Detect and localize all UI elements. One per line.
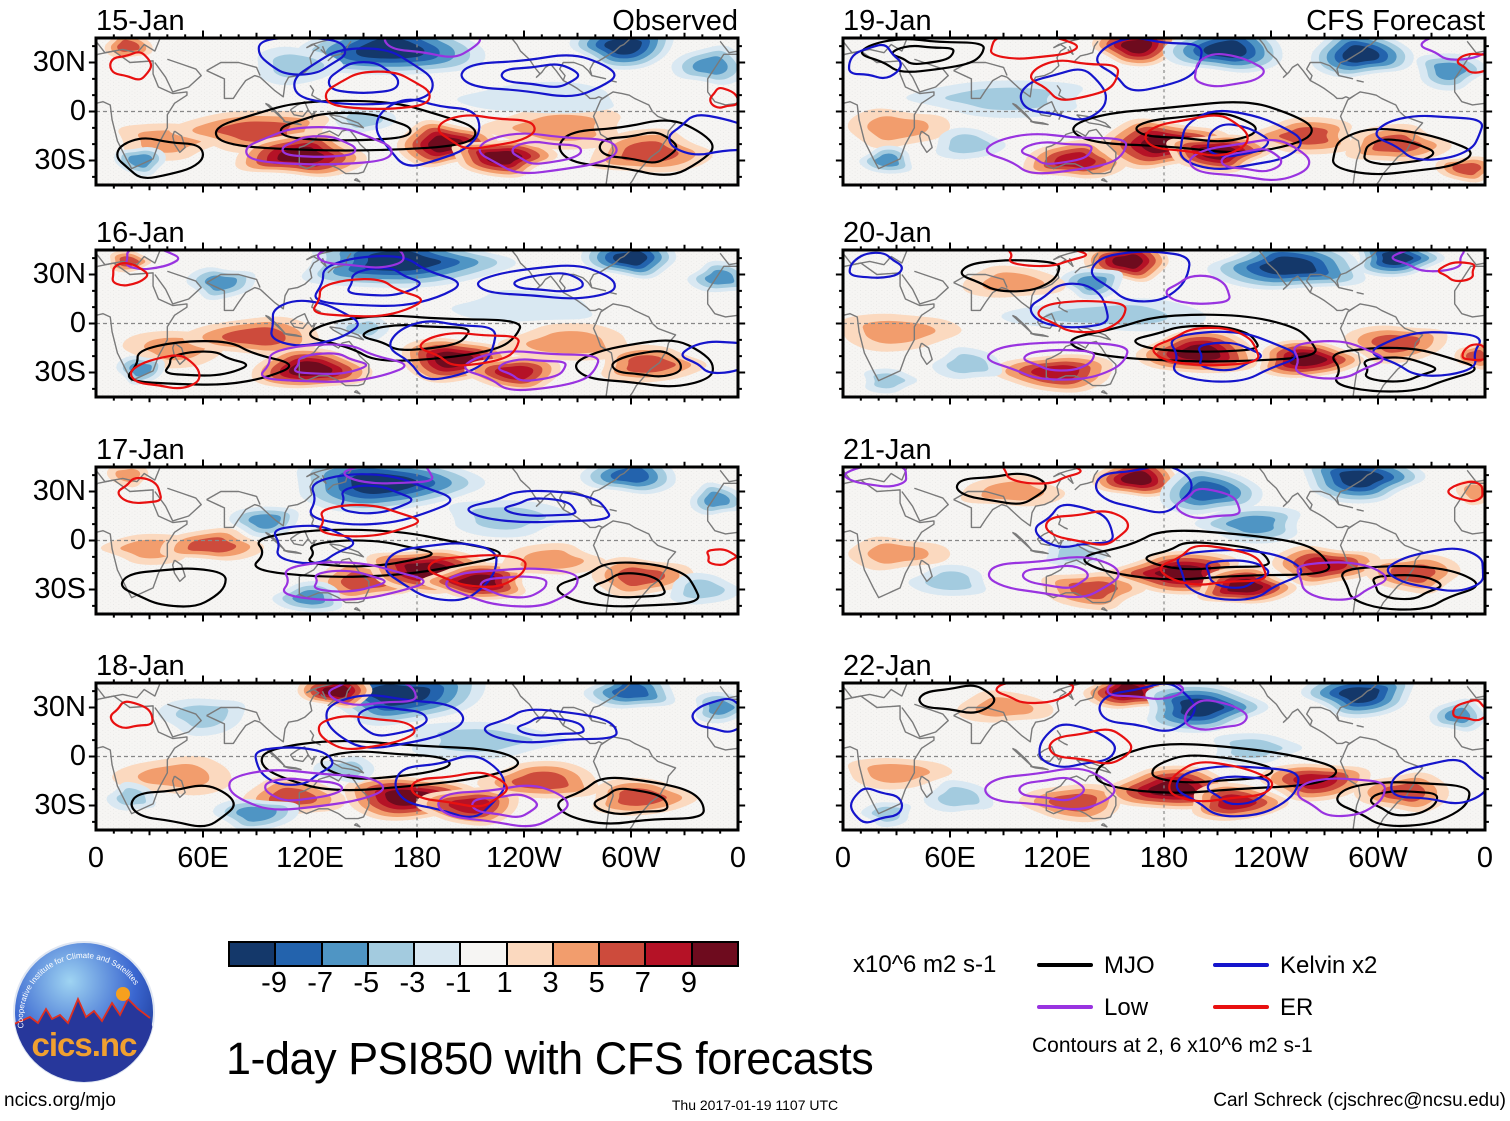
colorbar-cell — [600, 943, 647, 965]
map-panel — [843, 467, 1485, 614]
panel-date-label: 17-Jan — [96, 434, 185, 466]
colorbar-tick-label: -5 — [353, 967, 380, 999]
lon-label: 0 — [729, 842, 747, 874]
panel-date-label: 18-Jan — [96, 650, 185, 682]
legend-label-low: Low — [1104, 994, 1149, 1021]
panel-date-label: 22-Jan — [843, 650, 932, 682]
map-panel — [843, 683, 1485, 830]
lat-label: 0 — [69, 95, 86, 127]
column-header-observed: Observed — [612, 5, 738, 37]
colorbar-units: x10^6 m2 s-1 — [853, 951, 997, 978]
logo-sun-icon — [116, 987, 130, 1001]
timestamp: Thu 2017-01-19 1107 UTC — [671, 1097, 839, 1113]
panel-date-label: 16-Jan — [96, 217, 185, 249]
lat-label: 30S — [34, 789, 86, 821]
colorbar-cell — [368, 943, 416, 965]
colorbar-tick-label: -7 — [307, 967, 334, 999]
colorbar-tick-label: -1 — [445, 967, 472, 999]
legend-label-mjo: MJO — [1104, 952, 1155, 979]
lon-label: 180 — [392, 842, 442, 874]
colorbar-cell — [646, 943, 693, 965]
lon-label: 60E — [177, 842, 229, 874]
colorbar-cell — [322, 943, 369, 965]
lon-label: 120E — [1023, 842, 1091, 874]
contour-note: Contours at 2, 6 x10^6 m2 s-1 — [1032, 1034, 1313, 1057]
map-panel — [96, 683, 738, 830]
colorbar-tick-label: 9 — [680, 967, 697, 999]
colorbar-labels: -9 -7 -5 -3 -1 1 3 5 7 9 — [228, 966, 735, 1000]
colorbar-tick-label: 1 — [496, 967, 513, 999]
lon-label: 180 — [1139, 842, 1189, 874]
colorbar-tick-label: 5 — [588, 967, 605, 999]
lon-label: 120W — [486, 842, 562, 874]
lat-label: 30N — [32, 691, 86, 723]
cics-logo: Cooperative Institute for Climate and Sa… — [13, 941, 155, 1083]
lat-label: 30N — [32, 475, 86, 507]
colorbar-cell — [461, 943, 508, 965]
colorbar-cell — [276, 943, 323, 965]
panel-date-label: 15-Jan — [96, 5, 185, 37]
lat-label: 30S — [34, 144, 86, 176]
panel-date-label: 21-Jan — [843, 434, 932, 466]
lon-label: 0 — [834, 842, 852, 874]
er-line-sample — [1213, 1005, 1269, 1009]
colorbar-cell — [692, 943, 737, 965]
colorbar-tick-label: 3 — [542, 967, 559, 999]
map-panel — [96, 250, 738, 397]
lon-label: 60W — [601, 842, 661, 874]
colorbar-cell — [230, 943, 277, 965]
lat-label: 0 — [69, 307, 86, 339]
website-url: ncics.org/mjo — [4, 1090, 116, 1111]
map-panel — [96, 38, 738, 185]
mjo-line-sample — [1037, 963, 1093, 967]
legend-label-kelvin: Kelvin x2 — [1280, 952, 1378, 979]
lon-label: 120W — [1233, 842, 1309, 874]
logo-mountains — [14, 999, 154, 1082]
panel-date-label: 20-Jan — [843, 217, 932, 249]
lat-label: 30S — [34, 356, 86, 388]
figure-title: 1-day PSI850 with CFS forecasts — [226, 1033, 874, 1084]
lat-label: 30N — [32, 46, 86, 78]
low-line-sample — [1037, 1005, 1093, 1009]
legend-label-er: ER — [1280, 994, 1314, 1021]
logo-ridge-line — [14, 996, 151, 1025]
colorbar-cell — [415, 943, 462, 965]
lat-label: 30N — [32, 258, 86, 290]
lon-label: 0 — [1476, 842, 1494, 874]
colorbar-cell — [507, 943, 554, 965]
colorbar-tick-label: -3 — [399, 967, 426, 999]
colorbar-tick-label: 7 — [634, 967, 651, 999]
lon-label: 120E — [276, 842, 344, 874]
author-credit: Carl Schreck (cjschrec@ncsu.edu) — [1213, 1090, 1506, 1111]
lat-label: 30S — [34, 573, 86, 605]
panel-date-label: 19-Jan — [843, 5, 932, 37]
lon-label: 0 — [87, 842, 105, 874]
map-panel — [843, 38, 1485, 185]
colorbar-tick-label: -9 — [261, 967, 287, 999]
map-panel — [843, 250, 1485, 397]
kelvin-line-sample — [1213, 963, 1269, 967]
column-header-forecast: CFS Forecast — [1306, 5, 1485, 37]
lat-label: 0 — [69, 740, 86, 772]
map-panel — [96, 467, 738, 614]
lat-label: 0 — [69, 524, 86, 556]
lon-label: 60E — [924, 842, 976, 874]
colorbar — [228, 941, 739, 967]
lon-label: 60W — [1348, 842, 1408, 874]
logo-wordmark: cics.nc — [32, 1026, 138, 1063]
colorbar-cell — [553, 943, 601, 965]
